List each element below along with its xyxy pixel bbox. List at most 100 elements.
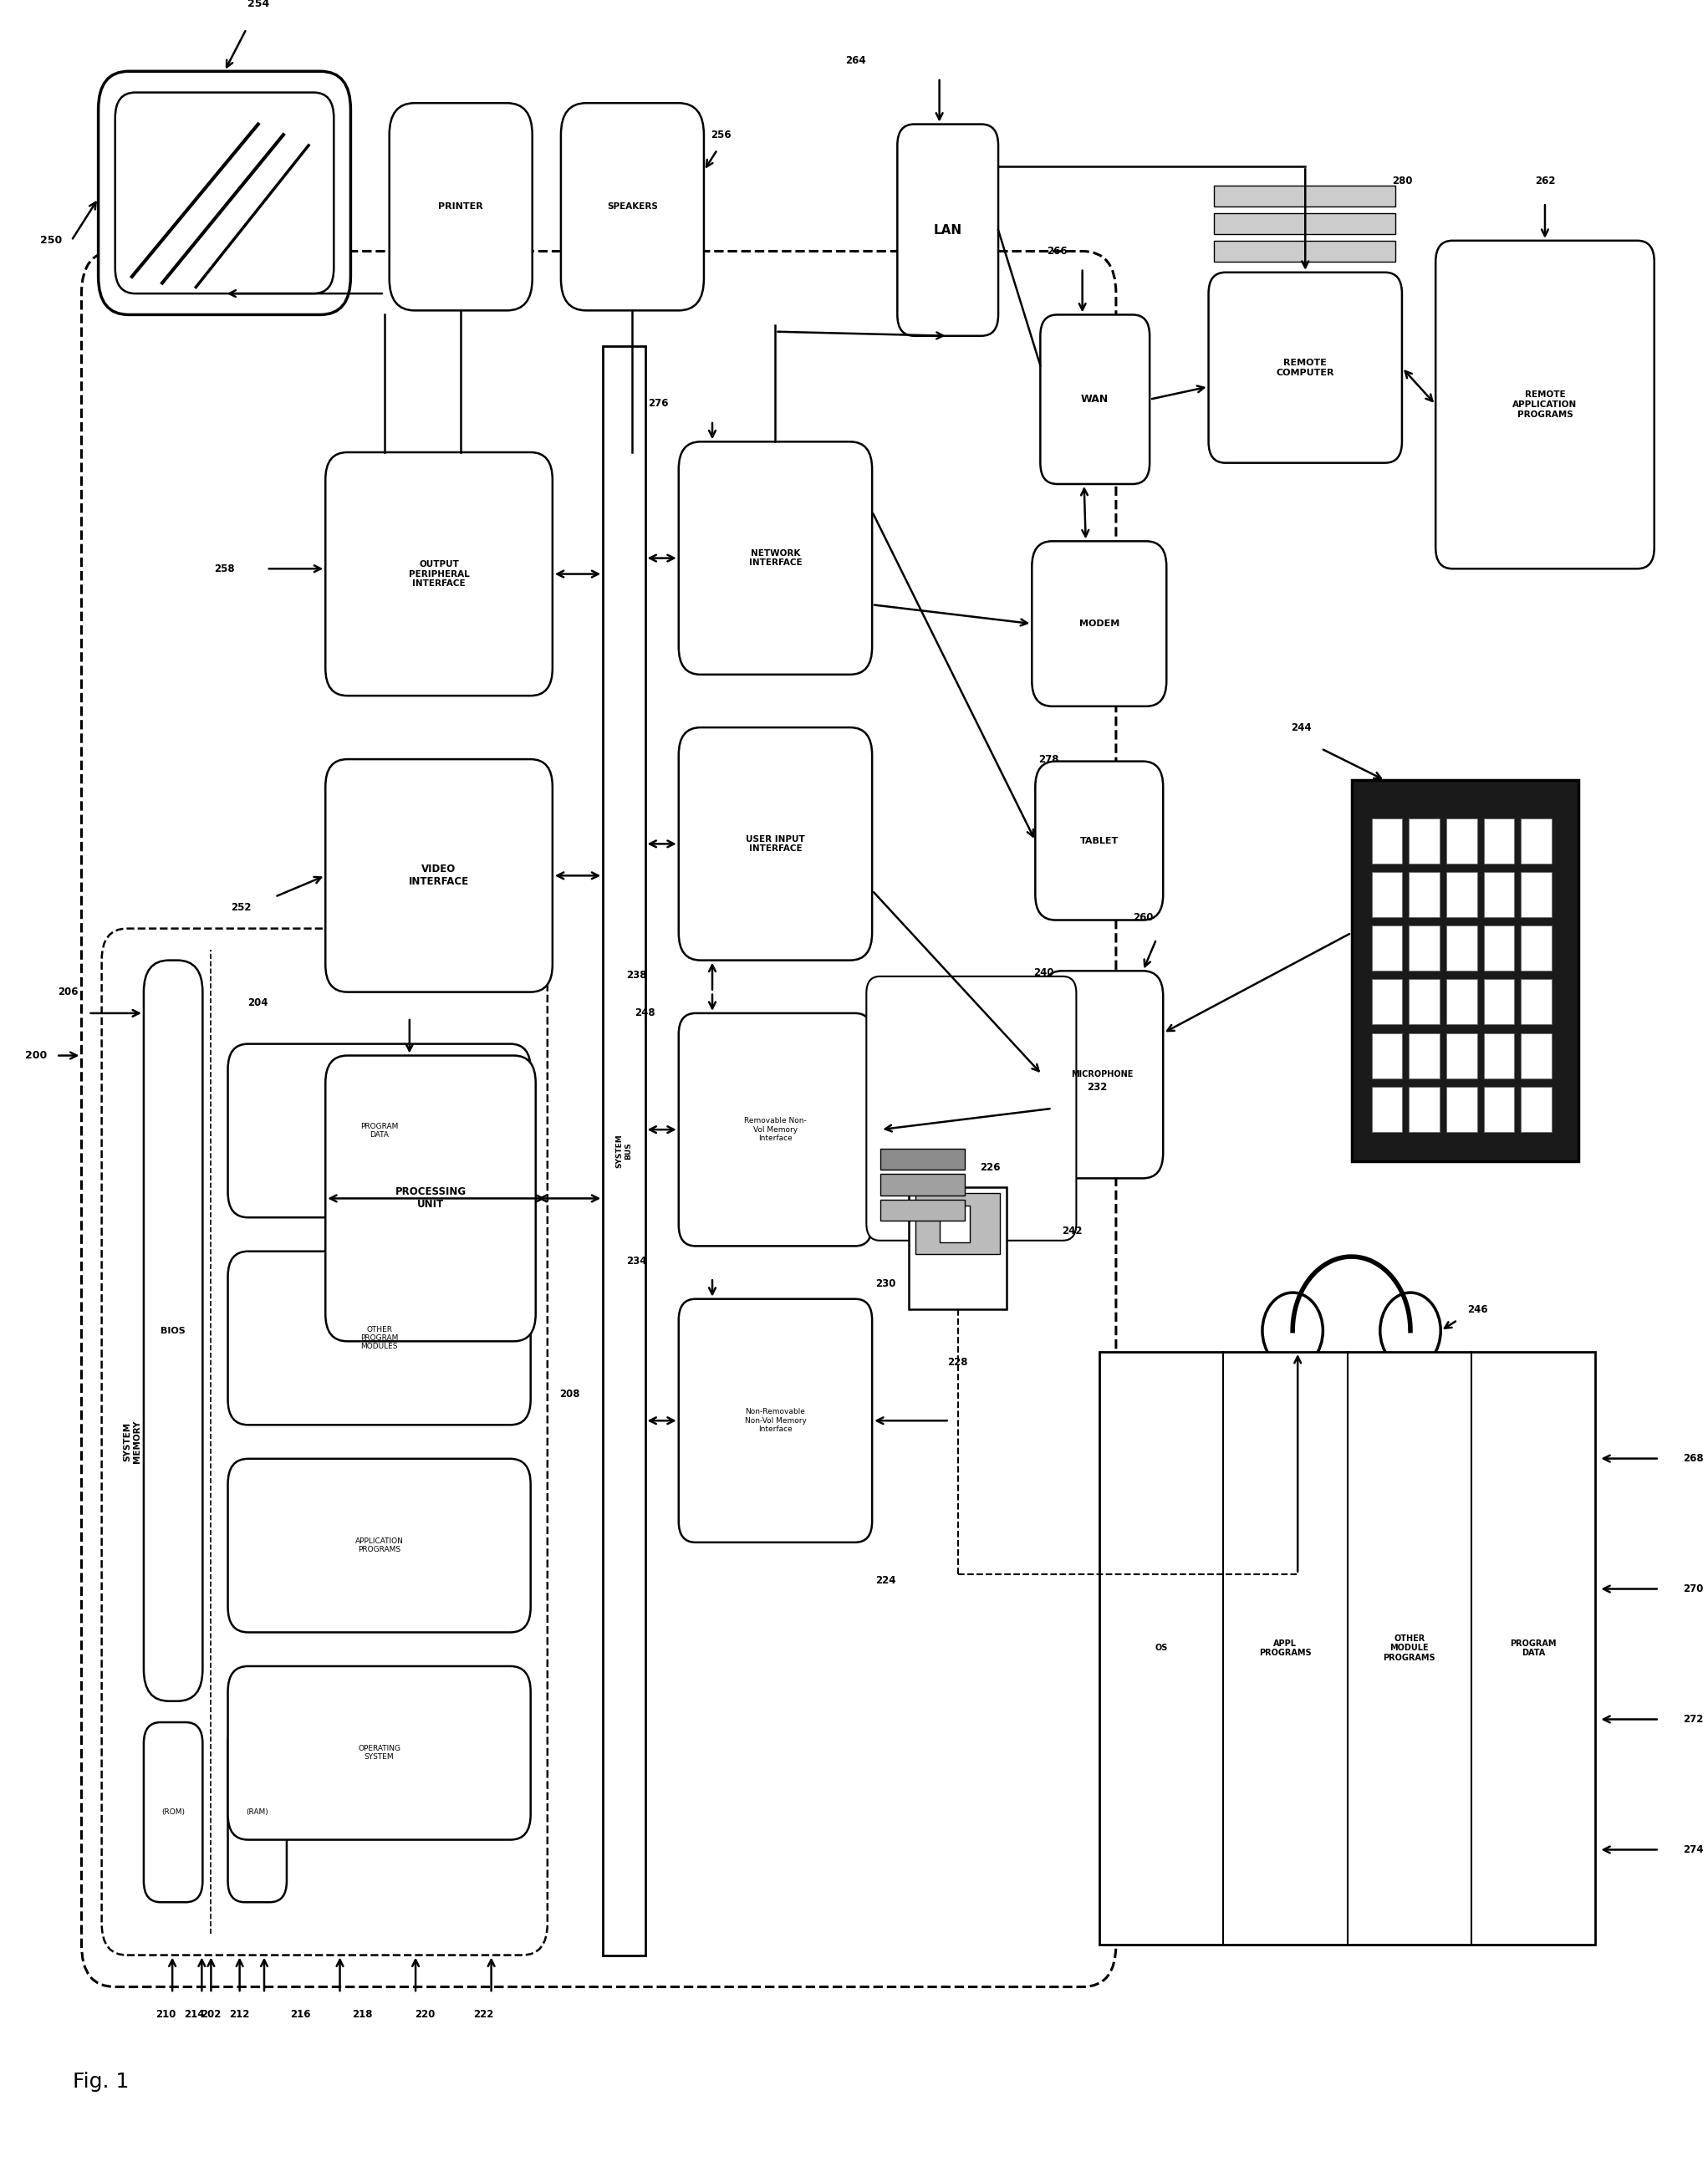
Circle shape [927,1053,1016,1165]
Text: 206: 206 [58,986,79,997]
Text: 238: 238 [627,971,647,982]
Circle shape [948,1081,994,1137]
Bar [1484,1087,1515,1131]
FancyBboxPatch shape [1040,316,1149,484]
Text: BIOS: BIOS [161,1327,186,1334]
Text: Non-Removable
Non-Vol Memory
Interface: Non-Removable Non-Vol Memory Interface [745,1407,806,1433]
Text: APPL
PROGRAMS: APPL PROGRAMS [1259,1639,1312,1658]
Bar [881,1148,965,1170]
Text: Fig. 1: Fig. 1 [73,2071,130,2093]
Text: PROCESSING
UNIT: PROCESSING UNIT [395,1187,466,1211]
Bar [1447,1087,1477,1131]
Text: OTHER
MODULE
PROGRAMS: OTHER MODULE PROGRAMS [1383,1634,1435,1663]
FancyBboxPatch shape [678,1299,873,1542]
FancyBboxPatch shape [227,1723,287,1903]
Bar [1214,240,1395,262]
FancyBboxPatch shape [326,452,552,696]
Text: 212: 212 [229,2008,249,2019]
Bar [1214,214,1395,233]
Bar [881,1174,965,1196]
Bar [1484,979,1515,1025]
Text: 242: 242 [1062,1226,1083,1237]
Text: 226: 226 [980,1163,1001,1174]
Text: 260: 260 [1132,912,1153,923]
Text: 244: 244 [1291,722,1312,733]
FancyBboxPatch shape [1042,971,1163,1178]
FancyBboxPatch shape [99,71,350,316]
Text: 220: 220 [415,2008,436,2019]
Text: PRINTER: PRINTER [439,203,483,212]
Text: 252: 252 [231,902,251,912]
FancyBboxPatch shape [227,1044,531,1217]
Bar [1484,819,1515,863]
Text: PROGRAM
DATA: PROGRAM DATA [360,1122,398,1139]
Text: TABLET: TABLET [1079,837,1119,845]
Text: 262: 262 [1535,175,1556,186]
FancyBboxPatch shape [1032,540,1167,707]
FancyBboxPatch shape [114,93,333,294]
Text: 214: 214 [184,2008,205,2019]
Text: LAN: LAN [934,225,962,236]
Bar [939,1204,970,1241]
FancyBboxPatch shape [143,960,203,1701]
Text: 240: 240 [1033,969,1054,979]
FancyBboxPatch shape [678,441,873,675]
Bar [1100,1351,1595,1944]
FancyBboxPatch shape [227,1252,531,1425]
Text: 228: 228 [948,1358,968,1369]
Text: MODEM: MODEM [1079,620,1119,627]
Text: REMOTE
APPLICATION
PROGRAMS: REMOTE APPLICATION PROGRAMS [1513,391,1576,419]
Text: 270: 270 [1682,1583,1703,1593]
Bar [1522,1033,1551,1079]
FancyBboxPatch shape [1035,761,1163,921]
Bar [1372,819,1402,863]
Text: 264: 264 [845,56,866,67]
Text: MICROPHONE: MICROPHONE [1071,1070,1134,1079]
Text: REMOTE
COMPUTER: REMOTE COMPUTER [1276,359,1334,376]
Bar [915,1193,999,1254]
FancyBboxPatch shape [143,1723,203,1903]
Text: 200: 200 [26,1051,48,1062]
Bar [1409,979,1440,1025]
Text: (RAM): (RAM) [246,1807,268,1816]
Text: OS: OS [1155,1643,1168,1652]
Text: 234: 234 [627,1256,647,1267]
Bar [1214,186,1395,208]
FancyBboxPatch shape [326,1055,536,1340]
Bar [1409,819,1440,863]
Text: 246: 246 [1467,1304,1488,1314]
Text: 210: 210 [155,2008,176,2019]
Text: 280: 280 [1392,175,1413,186]
Text: 202: 202 [202,2008,222,2019]
Bar [1484,925,1515,971]
Bar [1372,871,1402,917]
Text: 222: 222 [473,2008,494,2019]
Text: 268: 268 [1682,1453,1703,1464]
Bar [1522,819,1551,863]
Bar [1409,925,1440,971]
Bar [603,346,646,1954]
FancyBboxPatch shape [678,1014,873,1245]
Text: WAN: WAN [1081,393,1108,404]
FancyBboxPatch shape [866,977,1076,1241]
Text: SYSTEM
MEMORY: SYSTEM MEMORY [123,1420,142,1464]
Text: OTHER
PROGRAM
MODULES: OTHER PROGRAM MODULES [360,1325,398,1351]
Bar [1484,871,1515,917]
Bar [1522,979,1551,1025]
Text: Removable Non-
Vol Memory
Interface: Removable Non- Vol Memory Interface [745,1118,806,1142]
FancyBboxPatch shape [897,123,997,335]
Text: 276: 276 [649,398,670,409]
FancyBboxPatch shape [560,104,704,311]
Bar [1447,871,1477,917]
Text: 256: 256 [711,130,731,141]
Bar [1522,871,1551,917]
Bar [1372,925,1402,971]
Text: APPLICATION
PROGRAMS: APPLICATION PROGRAMS [355,1537,403,1554]
Text: 272: 272 [1682,1714,1703,1725]
Text: OPERATING
SYSTEM: OPERATING SYSTEM [359,1745,401,1762]
Bar [1409,1033,1440,1079]
Bar [1447,1033,1477,1079]
Bar [1372,1087,1402,1131]
Text: 248: 248 [635,1007,656,1018]
Bar [1447,819,1477,863]
